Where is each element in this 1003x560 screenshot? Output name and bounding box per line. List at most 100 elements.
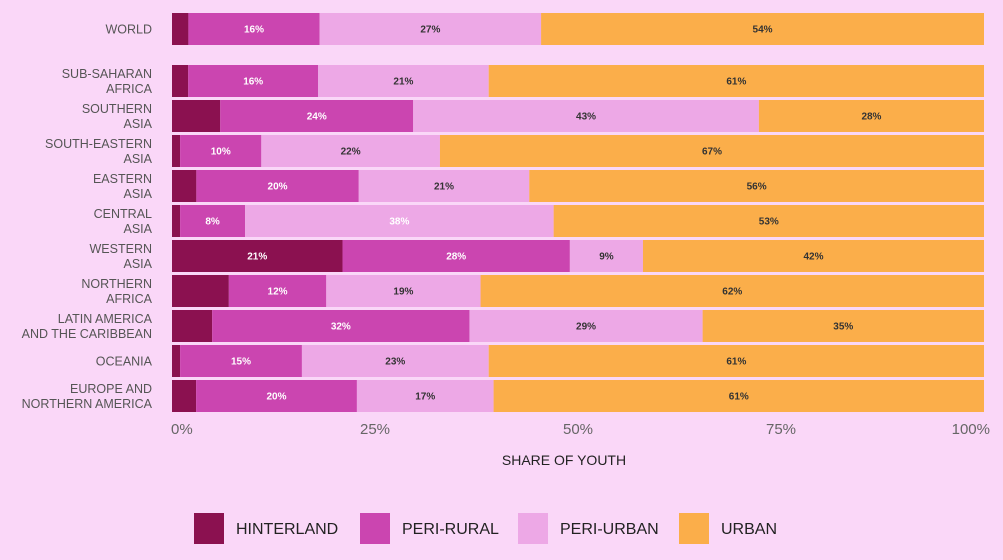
bar-segment-urban [493, 380, 984, 412]
data-label-peri_rural: 24% [307, 112, 327, 123]
bar-segment-peri_rural [196, 170, 359, 202]
legend-label-urban: URBAN [721, 521, 777, 538]
data-label-peri_rural: 16% [243, 77, 263, 88]
data-label-peri_rural: 10% [211, 147, 231, 158]
data-label-peri_urban: 27% [420, 25, 440, 36]
category-label: EUROPE AND [70, 382, 152, 396]
bar-segment-urban [488, 65, 984, 97]
data-label-peri_urban: 43% [576, 112, 596, 123]
bar-segment-urban [702, 310, 984, 342]
legend-swatch-urban [679, 513, 709, 544]
bar-segment-hinterland [172, 205, 181, 237]
data-label-peri_rural: 28% [446, 252, 466, 263]
bar-segment-hinterland [172, 380, 197, 412]
legend-swatch-peri_rural [360, 513, 390, 544]
data-label-peri_rural: 8% [205, 217, 220, 228]
x-axis-title: SHARE OF YOUTH [502, 452, 626, 468]
bar-segment-urban [553, 205, 984, 237]
bar-segment-peri_urban [261, 135, 440, 167]
bar-segment-peri_urban [358, 170, 530, 202]
category-label: CENTRAL [94, 207, 152, 221]
category-label: ASIA [124, 187, 153, 201]
data-label-peri_urban: 9% [599, 252, 614, 263]
category-label: AFRICA [106, 82, 153, 96]
bar-segment-hinterland [172, 345, 181, 377]
bar-segment-hinterland [172, 13, 189, 45]
bar-segment-urban [480, 275, 984, 307]
bar-segment-urban [529, 170, 984, 202]
bar-segment-hinterland [172, 65, 189, 97]
bar-segment-peri_rural [220, 100, 414, 132]
data-label-peri_urban: 21% [393, 77, 413, 88]
x-tick-label: 50% [563, 421, 593, 438]
bar-segment-peri_urban [326, 275, 481, 307]
legend-swatch-peri_urban [518, 513, 548, 544]
bar-segment-peri_urban [569, 240, 643, 272]
category-label: ASIA [124, 222, 153, 236]
category-label: EASTERN [93, 172, 152, 186]
legend-label-peri_rural: PERI-RURAL [402, 521, 499, 538]
data-label-peri_urban: 22% [341, 147, 361, 158]
legend-label-peri_urban: PERI-URBAN [560, 521, 659, 538]
bar-segment-peri_rural [180, 135, 262, 167]
bar-segment-hinterland [172, 310, 213, 342]
data-label-urban: 35% [833, 322, 853, 333]
bar-segment-peri_urban [318, 65, 489, 97]
bar-segment-urban [758, 100, 984, 132]
bar-segment-hinterland [172, 240, 343, 272]
bar-segment-hinterland [172, 275, 229, 307]
bar-segment-peri_rural [228, 275, 327, 307]
bar-segment-peri_rural [196, 380, 357, 412]
category-label: SUB-SAHARAN [62, 67, 152, 81]
data-label-peri_urban: 19% [393, 287, 413, 298]
data-label-urban: 61% [726, 357, 746, 368]
x-tick-label: 75% [766, 421, 796, 438]
bar-segment-peri_urban [319, 13, 542, 45]
bar-segment-peri_urban [469, 310, 703, 342]
data-label-peri_rural: 12% [268, 287, 288, 298]
bar-segment-urban [642, 240, 984, 272]
data-label-urban: 56% [747, 182, 767, 193]
category-label: AFRICA [106, 292, 153, 306]
x-tick-label: 25% [360, 421, 390, 438]
category-label: NORTHERN [81, 277, 152, 291]
legend-label-hinterland: HINTERLAND [236, 521, 338, 538]
bar-segment-hinterland [172, 100, 221, 132]
category-label: WORLD [105, 23, 152, 37]
x-tick-label: 0% [171, 421, 193, 438]
bar-segment-peri_rural [212, 310, 470, 342]
data-label-peri_urban: 17% [415, 392, 435, 403]
data-label-peri_urban: 29% [576, 322, 596, 333]
data-label-hinterland: 21% [247, 252, 267, 263]
legend-swatch-hinterland [194, 513, 224, 544]
data-label-urban: 67% [702, 147, 722, 158]
data-label-urban: 42% [803, 252, 823, 263]
category-label: OCEANIA [96, 355, 153, 369]
bar-segment-peri_urban [356, 380, 494, 412]
data-label-urban: 54% [753, 25, 773, 36]
bar-segment-peri_urban [413, 100, 759, 132]
category-label: SOUTH-EASTERN [45, 137, 152, 151]
category-label: ASIA [124, 117, 153, 131]
bar-segment-peri_urban [301, 345, 489, 377]
bar-segment-peri_urban [245, 205, 554, 237]
bar-segment-urban [439, 135, 985, 167]
data-label-urban: 62% [722, 287, 742, 298]
data-label-peri_rural: 32% [331, 322, 351, 333]
data-label-urban: 53% [759, 217, 779, 228]
data-label-urban: 61% [726, 77, 746, 88]
category-label: SOUTHERN [82, 102, 152, 116]
bar-segment-peri_rural [342, 240, 570, 272]
bar-segment-hinterland [172, 170, 197, 202]
data-label-peri_urban: 38% [389, 217, 409, 228]
bar-segment-hinterland [172, 135, 181, 167]
data-label-peri_rural: 20% [267, 392, 287, 403]
data-label-urban: 28% [861, 112, 881, 123]
category-label: WESTERN [90, 242, 153, 256]
category-label: AND THE CARIBBEAN [22, 327, 152, 341]
bar-segment-peri_rural [188, 13, 320, 45]
data-label-peri_urban: 21% [434, 182, 454, 193]
data-label-peri_urban: 23% [385, 357, 405, 368]
